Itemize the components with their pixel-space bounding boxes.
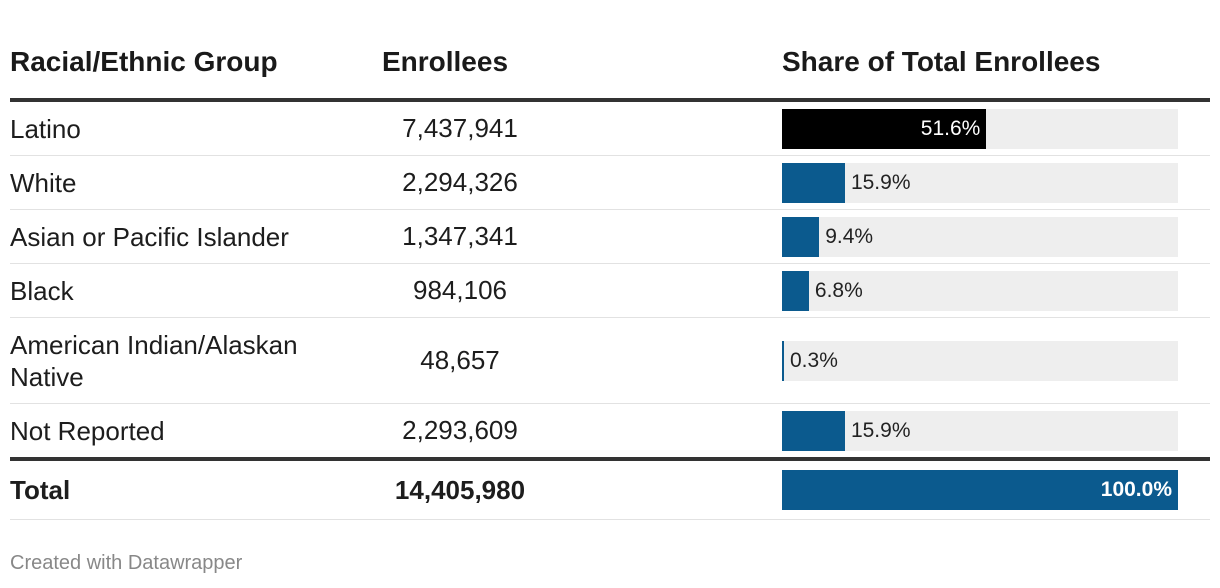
total-share-label: 100.0% [1100, 478, 1172, 501]
table-row: Asian or Pacific Islander 1,347,341 9.4% [10, 210, 1210, 264]
row-group: Latino [10, 113, 81, 144]
share-bar [782, 108, 987, 149]
table-row: Black 984,106 6.8% [10, 264, 1210, 318]
total-enrollees: 14,405,980 [394, 474, 526, 505]
share-bar-track: 6.8% [782, 270, 1178, 311]
share-bar [782, 270, 809, 311]
share-bar-track: 15.9% [782, 162, 1178, 203]
row-enrollees: 48,657 [420, 345, 500, 375]
table-row: Latino 7,437,941 51.6% [10, 102, 1210, 156]
share-bar [782, 162, 845, 203]
table-row: White 2,294,326 15.9% [10, 156, 1210, 210]
table-header: Racial/Ethnic Group Enrollees Share of T… [10, 38, 1210, 102]
column-header-group: Racial/Ethnic Group [10, 46, 278, 77]
column-header-enrollees: Enrollees [381, 46, 509, 77]
total-share-bar [782, 470, 1178, 510]
row-group: American Indian/Alaskan Native [10, 329, 298, 392]
share-label: 15.9% [850, 170, 911, 194]
column-header-share: Share of Total Enrollees [782, 46, 1101, 77]
total-label: Total [10, 475, 71, 505]
total-row: Total 14,405,980 100.0% [10, 457, 1210, 520]
share-bar [782, 410, 845, 451]
share-bar-track: 100.0% [782, 470, 1178, 510]
row-group: Black [10, 275, 74, 306]
row-enrollees: 7,437,941 [402, 113, 518, 143]
share-label: 51.6% [920, 116, 981, 140]
share-bar-track: 15.9% [782, 410, 1178, 451]
share-bar-track: 9.4% [782, 216, 1178, 257]
share-bar [782, 216, 820, 257]
row-group: Asian or Pacific Islander [10, 221, 289, 252]
row-enrollees: 2,294,326 [402, 167, 518, 197]
table-body: Latino 7,437,941 51.6% White 2,294,326 15.9% A… [10, 102, 1210, 458]
row-group: Not Reported [10, 415, 165, 446]
table-row: American Indian/Alaskan Native 48,657 0.3% [10, 318, 1210, 404]
share-bar [782, 340, 784, 381]
share-label: 0.3% [790, 348, 838, 372]
footer-credit: Created with Datawrapper [10, 552, 243, 574]
share-bar-track: 0.3% [782, 340, 1178, 381]
row-enrollees: 984,106 [413, 275, 507, 305]
share-label: 15.9% [850, 418, 911, 442]
row-enrollees: 2,293,609 [402, 415, 518, 445]
share-bar-track: 51.6% [782, 108, 1178, 149]
table-row: Not Reported 2,293,609 15.9% [10, 404, 1210, 458]
row-group: White [10, 167, 77, 198]
row-enrollees: 1,347,341 [402, 221, 518, 251]
share-label: 6.8% [814, 278, 863, 302]
data-table: Racial/Ethnic Group Enrollees Share of T… [10, 38, 1210, 520]
share-label: 9.4% [825, 224, 874, 248]
